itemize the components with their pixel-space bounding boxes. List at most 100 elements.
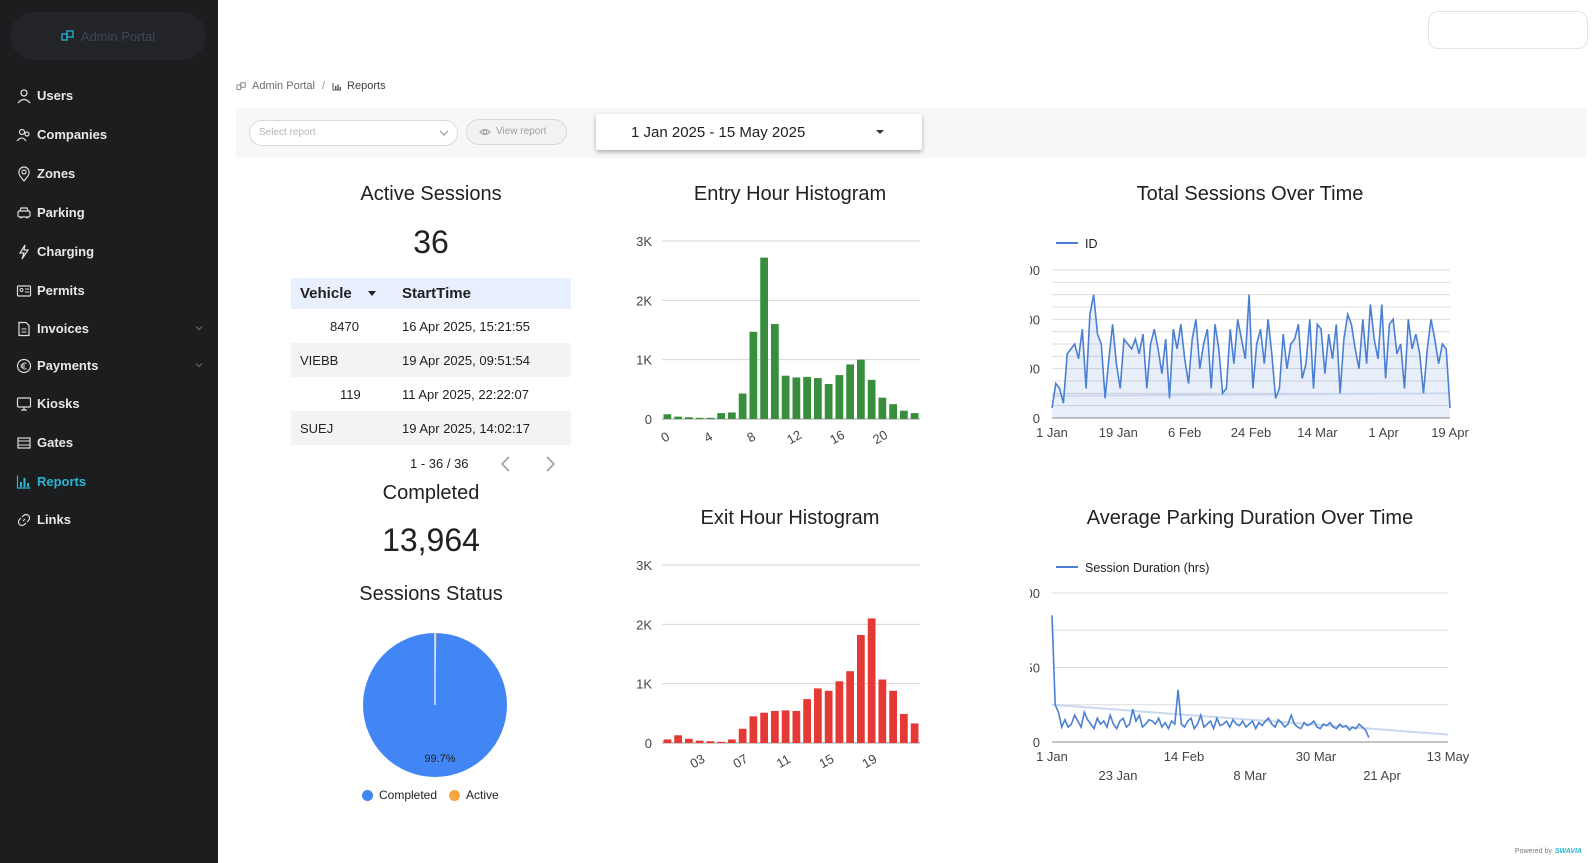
sidebar-item-companies[interactable]: Companies [0, 120, 218, 150]
histogram-bar[interactable] [685, 417, 693, 419]
legend-swatch-completed [362, 789, 373, 801]
histogram-bar[interactable] [835, 681, 844, 743]
breadcrumb-current: Reports [347, 80, 386, 92]
x-tick-label: 07 [730, 751, 750, 771]
sort-desc-icon[interactable] [368, 291, 376, 296]
sidebar-item-users[interactable]: Users [0, 81, 218, 111]
histogram-bar[interactable] [749, 331, 758, 419]
date-range-picker[interactable]: 1 Jan 2025 - 15 May 2025 [596, 114, 922, 150]
previous-page-icon[interactable] [498, 455, 514, 473]
sidebar-item-label: Gates [37, 435, 74, 450]
histogram-bar[interactable] [824, 690, 833, 743]
avg-duration-line-chart: 0 50 100 Session Duration (hrs) 1 Jan 14 Feb 3… [1030, 561, 1470, 783]
histogram-bar[interactable] [878, 397, 887, 419]
histogram-bar[interactable] [803, 699, 811, 743]
histogram-bar[interactable] [663, 739, 672, 743]
histogram-bar[interactable] [900, 410, 908, 419]
histogram-bar[interactable] [814, 688, 822, 743]
histogram-bar[interactable] [771, 324, 779, 419]
sidebar-item-kiosks[interactable]: Kiosks [0, 389, 218, 419]
histogram-bar[interactable] [706, 417, 715, 419]
x-tick-label: 24 Feb [1231, 425, 1271, 440]
histogram-bar[interactable] [857, 635, 865, 743]
sidebar-item-invoices[interactable]: Invoices [0, 314, 218, 344]
histogram-bar[interactable] [717, 413, 725, 419]
histogram-bar[interactable] [771, 710, 779, 743]
vendor-logo: SWAVIA [1554, 848, 1582, 855]
sidebar-item-parking[interactable]: Parking [0, 198, 218, 228]
sidebar-item-gates[interactable]: Gates [0, 428, 218, 458]
histogram-bar[interactable] [878, 679, 887, 743]
sidebar-item-label: Parking [37, 205, 85, 220]
legend-label-active: Active [466, 788, 499, 802]
histogram-bar[interactable] [781, 710, 790, 743]
chart-legend: Session Duration (hrs) [1056, 561, 1209, 575]
user-menu[interactable] [1428, 11, 1588, 49]
histogram-bar[interactable] [781, 375, 790, 419]
histogram-bar[interactable] [857, 359, 865, 419]
histogram-bar[interactable] [846, 364, 854, 419]
histogram-bar[interactable] [706, 741, 715, 743]
sidebar-item-label: Kiosks [37, 396, 80, 411]
histogram-bar[interactable] [728, 739, 736, 743]
histogram-bar[interactable] [663, 414, 672, 419]
histogram-bar[interactable] [792, 710, 801, 743]
histogram-bar[interactable] [792, 377, 801, 419]
avg-duration-title: Average Parking Duration Over Time [1086, 507, 1414, 529]
gate-icon [17, 437, 31, 449]
histogram-bar[interactable] [674, 416, 682, 419]
table-row: SUEJ 19 Apr 2025, 14:02:17 [291, 411, 571, 445]
histogram-bar[interactable] [695, 417, 704, 419]
portal-icon [61, 30, 74, 41]
histogram-bar[interactable] [867, 618, 876, 743]
chevron-down-icon [195, 326, 203, 331]
x-tick-label: 0 [658, 429, 672, 446]
histogram-bar[interactable] [889, 690, 897, 743]
chevron-down-icon [195, 363, 203, 368]
histogram-bar[interactable] [900, 713, 908, 743]
histogram-bar[interactable] [717, 741, 725, 743]
sidebar-item-zones[interactable]: Zones [0, 159, 218, 189]
histogram-bar[interactable] [749, 716, 758, 743]
histogram-bar[interactable] [910, 723, 919, 743]
x-tick-label: 6 Feb [1168, 425, 1201, 440]
completed-value: 13,964 [382, 522, 480, 558]
histogram-bar[interactable] [803, 376, 811, 419]
histogram-bar[interactable] [814, 378, 822, 419]
total-sessions-title: Total Sessions Over Time [1136, 183, 1364, 205]
next-page-icon[interactable] [542, 455, 558, 473]
x-tick-label: 16 [827, 427, 847, 447]
histogram-bar[interactable] [846, 671, 854, 743]
brand-logo[interactable]: Admin Portal [10, 12, 206, 60]
histogram-bar[interactable] [910, 413, 919, 419]
sidebar-item-payments[interactable]: Payments [0, 351, 218, 381]
report-select[interactable]: Select report [249, 120, 458, 146]
column-header-starttime[interactable]: StartTime [402, 285, 471, 302]
histogram-bar[interactable] [738, 728, 747, 743]
histogram-bar[interactable] [738, 393, 747, 419]
series-line[interactable] [1051, 615, 1370, 738]
sidebar-item-permits[interactable]: Permits [0, 276, 218, 306]
sidebar-item-links[interactable]: Links [0, 505, 218, 535]
entry-histogram-title: Entry Hour Histogram [693, 183, 887, 205]
histogram-bar[interactable] [835, 375, 844, 419]
legend-swatch-active [449, 789, 461, 801]
view-report-button[interactable]: View report [466, 119, 567, 145]
histogram-bar[interactable] [889, 404, 897, 419]
histogram-bar[interactable] [695, 740, 704, 743]
sidebar-item-label: Users [37, 88, 74, 103]
breadcrumb-root[interactable]: Admin Portal [252, 80, 315, 92]
histogram-bar[interactable] [685, 738, 693, 743]
histogram-bar[interactable] [760, 712, 768, 743]
sidebar-item-charging[interactable]: Charging [0, 237, 218, 267]
car-icon [17, 207, 31, 219]
series-line[interactable] [1051, 294, 1451, 409]
column-header-vehicle[interactable]: Vehicle [300, 285, 352, 302]
histogram-bar[interactable] [674, 735, 682, 743]
y-tick-label: 2K [636, 293, 652, 308]
histogram-bar[interactable] [760, 257, 768, 419]
histogram-bar[interactable] [867, 379, 876, 419]
histogram-bar[interactable] [824, 383, 833, 419]
histogram-bar[interactable] [728, 412, 736, 419]
sidebar-item-reports[interactable]: Reports [0, 467, 218, 497]
